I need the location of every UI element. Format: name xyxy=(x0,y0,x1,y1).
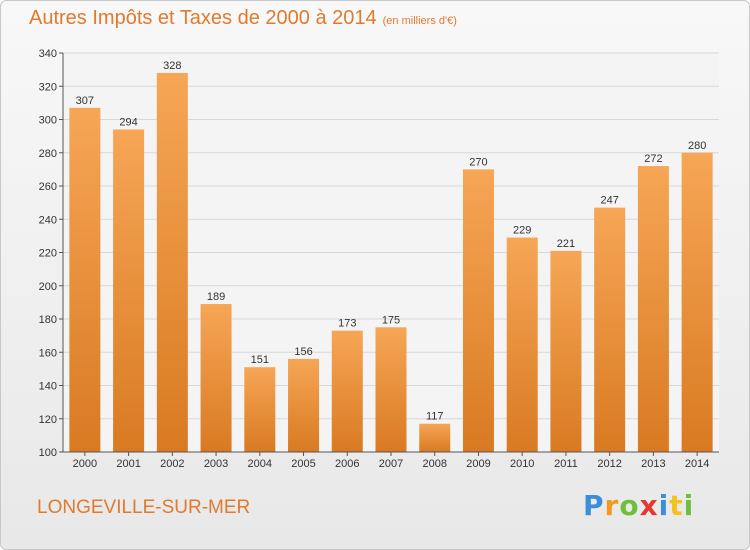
x-tick-label: 2012 xyxy=(597,458,621,470)
bar[interactable] xyxy=(375,327,407,452)
y-tick-label: 340 xyxy=(39,48,57,60)
y-tick-label: 180 xyxy=(39,314,57,326)
bar[interactable] xyxy=(244,367,276,452)
y-tick-label: 160 xyxy=(39,347,57,359)
y-tick-label: 100 xyxy=(39,447,57,459)
x-tick-label: 2004 xyxy=(248,458,272,470)
y-tick-label: 200 xyxy=(39,281,57,293)
y-tick-label: 120 xyxy=(39,414,57,426)
bar[interactable] xyxy=(156,72,188,452)
data-label: 294 xyxy=(119,116,137,128)
data-label: 175 xyxy=(382,314,400,326)
y-tick-label: 300 xyxy=(39,115,57,127)
data-label: 328 xyxy=(163,60,181,72)
bar[interactable] xyxy=(331,330,363,452)
x-tick-label: 2007 xyxy=(379,458,403,470)
data-label: 270 xyxy=(469,156,487,168)
proxiti-logo[interactable]: Proxiti xyxy=(583,489,694,522)
data-label: 117 xyxy=(426,411,444,423)
y-tick-label: 260 xyxy=(39,181,57,193)
bar[interactable] xyxy=(419,423,451,452)
logo-letter: r xyxy=(604,489,620,522)
x-tick-label: 2011 xyxy=(554,458,578,470)
data-label: 280 xyxy=(688,140,706,152)
city-name: LONGEVILLE-SUR-MER xyxy=(37,497,251,518)
bar[interactable] xyxy=(69,107,101,453)
axes: 100 120 140 160 180 200 220 240 260 280 300 320 340 2… xyxy=(39,48,719,470)
x-tick-label: 2008 xyxy=(422,458,446,470)
logo-letter: i xyxy=(683,489,695,522)
x-tick-label: 2014 xyxy=(685,458,709,470)
y-tick-label: 140 xyxy=(39,381,57,393)
chart-title-block: Autres Impôts et Taxes de 2000 à 2014 (en… xyxy=(29,7,457,30)
x-tick-label: 2000 xyxy=(73,458,97,470)
data-label: 151 xyxy=(251,354,269,366)
chart-subtitle: (en milliers d'€) xyxy=(382,15,457,27)
bar[interactable] xyxy=(637,166,669,453)
x-tick-label: 2002 xyxy=(160,458,184,470)
bar[interactable] xyxy=(681,152,713,452)
x-tick-label: 2013 xyxy=(641,458,665,470)
x-tick-label: 2010 xyxy=(510,458,534,470)
bar[interactable] xyxy=(506,237,538,452)
data-label: 173 xyxy=(338,318,356,330)
y-tick-label: 320 xyxy=(39,81,57,93)
x-tick-label: 2001 xyxy=(116,458,140,470)
bars: 307 294 328 189 151 156 173 175 117 270 229 221 247 2… xyxy=(69,60,713,453)
data-label: 229 xyxy=(513,225,531,237)
x-tick-label: 2003 xyxy=(204,458,228,470)
data-label: 156 xyxy=(294,346,312,358)
data-label: 221 xyxy=(557,238,575,250)
logo-letter: t xyxy=(669,489,684,522)
x-tick-label: 2005 xyxy=(291,458,315,470)
data-label: 247 xyxy=(600,195,618,207)
bar[interactable] xyxy=(113,129,145,452)
chart-title: Autres Impôts et Taxes de 2000 à 2014 xyxy=(29,7,377,29)
bar[interactable] xyxy=(288,358,320,452)
logo-letter: i xyxy=(658,489,670,522)
x-tick-label: 2009 xyxy=(466,458,490,470)
logo-letter: o xyxy=(619,489,640,522)
logo-letter: P xyxy=(583,489,605,522)
logo-letter: x xyxy=(639,489,659,522)
y-tick-label: 240 xyxy=(39,214,57,226)
y-tick-label: 220 xyxy=(39,248,57,260)
bar[interactable] xyxy=(200,304,232,452)
bar[interactable] xyxy=(462,169,494,452)
data-label: 307 xyxy=(76,95,94,107)
data-label: 189 xyxy=(207,291,225,303)
bar[interactable] xyxy=(550,250,582,452)
bar[interactable] xyxy=(594,207,626,452)
data-label: 272 xyxy=(644,153,662,165)
y-tick-label: 280 xyxy=(39,148,57,160)
x-tick-label: 2006 xyxy=(335,458,359,470)
